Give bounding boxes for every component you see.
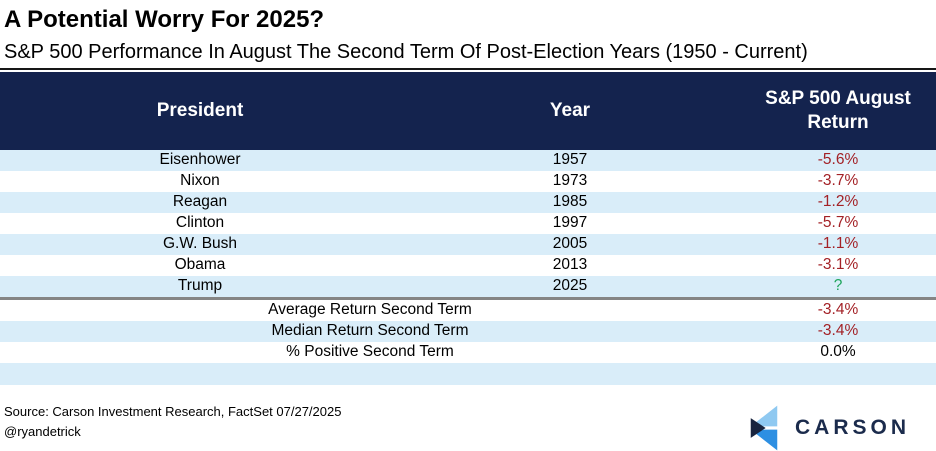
summary-value: -3.4% [817,322,859,340]
table-header: President Year S&P 500 August Return [0,71,936,150]
summary-value: -3.4% [817,301,859,319]
table-row: Nixon 1973 -3.7% [0,171,936,192]
carson-logo-text: CARSON [794,415,910,439]
summary-label: Average Return Second Term [268,301,472,319]
president-cell: Reagan [172,193,228,211]
year-cell: 1973 [552,172,588,190]
year-cell: 2013 [552,256,588,274]
table-row: Reagan 1985 -1.2% [0,191,936,213]
summary-row-median: Median Return Second Term -3.4% [0,320,936,342]
year-cell: 2025 [552,277,588,295]
summary-label: % Positive Second Term [286,343,454,361]
summary-value: 0.0% [820,343,856,361]
year-cell: 1997 [552,214,588,232]
year-cell: 1957 [552,151,588,169]
source-block: Source: Carson Investment Research, Fact… [4,402,341,442]
summary-divider [0,296,936,300]
carson-logo: CARSON [747,404,910,451]
return-cell: -3.1% [817,256,859,274]
president-cell: Trump [177,277,223,295]
table-row: Trump 2025 ? [0,275,936,297]
summary-row-positive: % Positive Second Term 0.0% [0,342,936,363]
title-divider [0,67,936,70]
table-row: Obama 2013 -3.1% [0,255,936,276]
column-header-president: President [156,99,244,121]
page-title: A Potential Worry For 2025? [4,6,325,33]
year-cell: 1985 [552,193,588,211]
carson-logo-icon [750,405,778,450]
return-cell: -1.1% [817,235,859,253]
president-cell: Nixon [180,172,220,190]
column-header-year: Year [549,99,591,121]
year-cell: 2005 [552,235,588,253]
president-cell: Clinton [175,214,225,232]
return-cell: ? [833,277,843,295]
president-cell: Obama [174,256,226,274]
return-cell: -1.2% [817,193,859,211]
return-cell: -3.7% [817,172,859,190]
return-cell: -5.7% [817,214,859,232]
column-header-return: S&P 500 August Return [765,87,911,133]
president-cell: G.W. Bush [162,235,238,253]
president-cell: Eisenhower [159,151,241,169]
page-subtitle: S&P 500 Performance In August The Second… [4,40,808,63]
footer: Source: Carson Investment Research, Fact… [0,385,936,451]
source-text: Source: Carson Investment Research, Fact… [4,403,342,419]
summary-row-average: Average Return Second Term -3.4% [0,300,936,321]
return-cell: -5.6% [817,151,859,169]
table-footer-band [0,362,936,385]
table-row: Clinton 1997 -5.7% [0,213,936,234]
table-row: Eisenhower 1957 -5.6% [0,149,936,171]
summary-label: Median Return Second Term [271,322,469,340]
social-handle: @ryandetrick [4,423,81,439]
table-row: G.W. Bush 2005 -1.1% [0,233,936,255]
